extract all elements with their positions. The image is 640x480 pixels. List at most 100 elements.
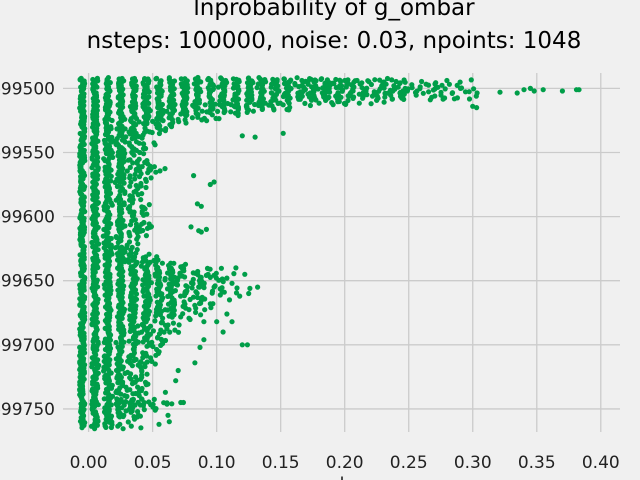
data-point [190,281,196,287]
data-point [178,314,184,320]
data-point [140,355,146,361]
data-point [140,339,146,345]
data-point [153,352,159,358]
data-point [138,425,144,431]
data-point [497,89,503,95]
data-point [296,96,302,102]
data-point [143,390,149,396]
data-point [451,96,457,102]
data-point [123,245,130,251]
data-point [144,371,150,377]
data-point [390,88,396,94]
data-point [182,274,188,280]
data-point [94,84,100,90]
data-point [401,96,407,102]
data-point [109,202,115,208]
data-point [294,75,300,81]
data-point [308,97,315,103]
data-point [426,89,432,95]
data-point [165,293,171,299]
data-point [323,97,329,103]
data-point [187,296,193,303]
data-point [150,328,156,334]
data-point [189,115,195,121]
data-point [129,136,135,142]
data-point [286,100,292,106]
data-point [220,279,226,285]
data-point [103,150,109,157]
data-point [142,364,148,370]
data-point [130,353,136,359]
x-tick-label: 0.35 [518,453,556,473]
data-point [280,130,286,136]
data-point [404,88,410,94]
data-point [275,100,281,106]
data-point [449,90,455,96]
data-point [128,409,134,415]
data-point [402,79,408,85]
data-point [427,97,433,103]
data-point [208,305,214,311]
data-point [330,102,336,108]
data-point [209,112,215,118]
data-point [148,280,154,286]
data-point [462,89,469,95]
data-point [197,344,203,350]
data-point [112,179,118,185]
data-point [169,401,175,407]
data-point [100,233,106,239]
data-point [143,233,149,239]
data-point [442,86,448,92]
data-point [194,290,200,296]
data-point [191,173,197,179]
data-point [109,117,115,124]
data-point [217,292,223,298]
data-point [146,202,152,208]
data-point [122,370,128,376]
data-point [112,245,119,251]
data-point [154,117,160,123]
data-point [466,89,472,95]
data-point [152,142,158,148]
data-point [559,88,566,94]
x-axis-label: l [339,474,344,480]
data-point [188,224,194,230]
data-point [331,81,337,87]
x-tick-label: 0.20 [326,453,364,473]
data-point [141,293,147,299]
data-point [201,337,207,343]
data-point [108,178,114,184]
data-point [127,183,133,189]
data-point [120,426,126,432]
data-point [127,164,133,170]
data-point [166,419,172,425]
data-point [175,329,182,335]
data-point [316,100,322,106]
data-point [382,90,388,96]
data-point [131,152,137,158]
chart-title: lnprobability of g_ombar [193,0,475,21]
data-point [143,145,149,152]
data-point [198,229,204,235]
data-point [209,290,215,296]
x-tick-label: 0.25 [390,453,428,473]
data-point [139,135,145,141]
data-point [233,290,240,296]
data-point [286,107,292,113]
data-point [141,121,147,127]
data-point [302,100,308,106]
data-point [138,197,144,203]
data-point [343,84,349,90]
data-point [156,130,162,137]
x-tick-label: 0.00 [70,453,108,473]
x-tick-labels: 0.00 0.05 0.10 0.15 0.20 0.25 0.30 0.35 0.40 [70,453,620,473]
data-point [161,329,167,335]
data-point [173,378,179,384]
data-point [162,277,168,283]
data-point [372,77,378,83]
data-point [430,87,437,93]
data-point [473,93,479,99]
data-point [228,109,234,115]
data-point [158,320,164,326]
data-point [162,166,168,172]
